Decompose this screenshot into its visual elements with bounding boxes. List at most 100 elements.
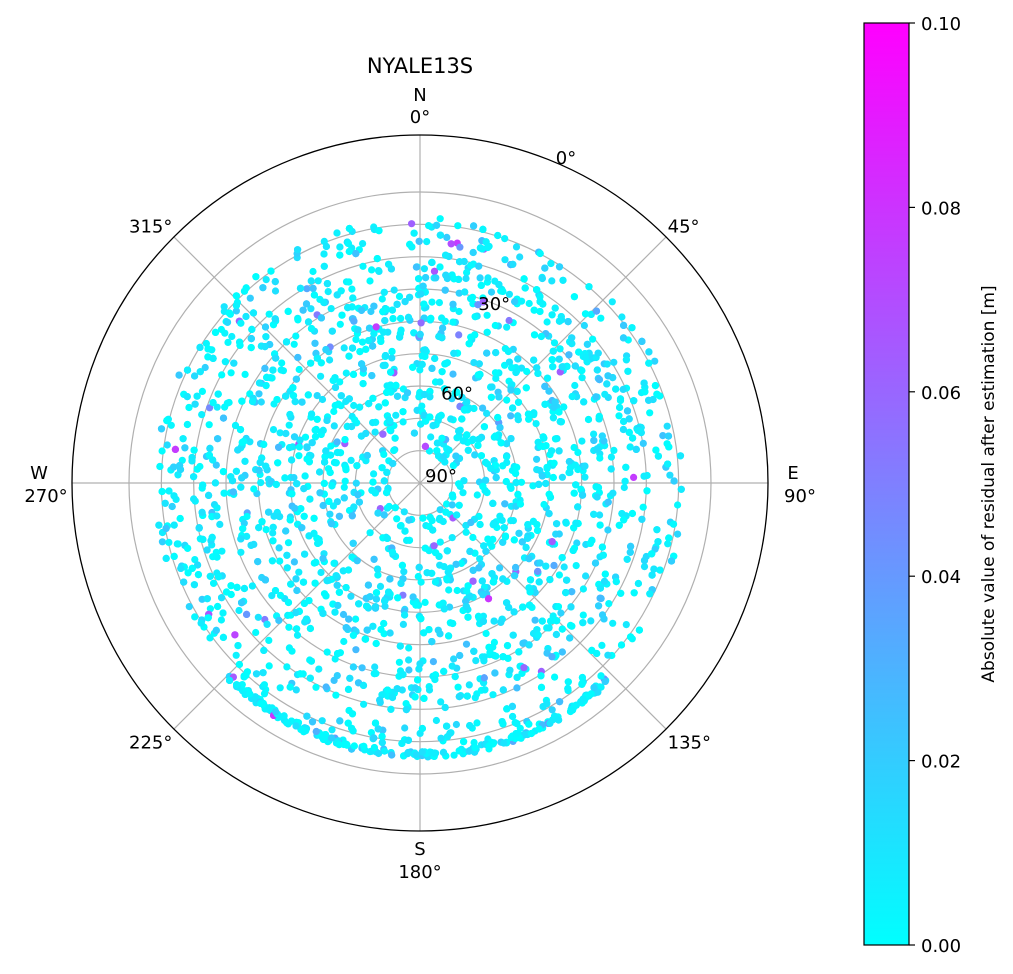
data-point: [358, 664, 366, 672]
data-point: [262, 526, 270, 534]
data-point: [213, 403, 221, 411]
data-point: [639, 503, 647, 511]
data-point: [330, 407, 338, 416]
data-point: [580, 398, 588, 406]
data-point: [579, 619, 587, 627]
data-point: [352, 479, 360, 487]
data-point: [305, 532, 313, 540]
data-point: [218, 547, 226, 555]
data-point: [227, 473, 235, 481]
data-point: [364, 337, 373, 345]
data-point: [567, 603, 575, 611]
elevation-tick-label: 60°: [441, 383, 473, 404]
data-point: [232, 301, 240, 310]
data-point: [331, 608, 339, 616]
data-point: [331, 383, 340, 391]
data-point: [276, 591, 285, 600]
data-point: [183, 420, 191, 429]
data-point: [311, 426, 319, 434]
data-point: [558, 554, 566, 562]
data-point: [515, 648, 523, 656]
data-point: [411, 684, 419, 692]
data-point: [237, 483, 245, 491]
data-point: [178, 456, 186, 464]
data-point: [571, 381, 579, 390]
data-point: [612, 578, 620, 586]
data-point: [503, 453, 511, 461]
data-point: [443, 500, 451, 508]
data-point: [220, 303, 228, 311]
data-point: [322, 447, 330, 455]
data-point: [525, 720, 533, 728]
data-point: [170, 521, 178, 529]
data-point: [285, 623, 293, 631]
data-point: [513, 720, 521, 728]
data-point: [491, 669, 499, 677]
colorbar-tick-label: 0.04: [921, 567, 961, 588]
data-point: [548, 356, 556, 364]
data-point: [378, 295, 386, 303]
data-point: [190, 473, 198, 481]
data-point: [213, 512, 221, 520]
data-point: [462, 528, 470, 536]
data-point: [533, 455, 541, 463]
data-point: [481, 686, 489, 694]
data-point: [558, 363, 566, 371]
data-point: [303, 712, 311, 720]
data-point: [176, 514, 184, 523]
data-point: [421, 598, 429, 607]
data-point: [195, 524, 203, 532]
data-point: [226, 676, 234, 685]
data-point: [492, 652, 500, 660]
data-point: [292, 722, 300, 730]
data-point: [659, 432, 667, 440]
data-point: [356, 403, 364, 411]
data-point: [269, 529, 277, 537]
data-point: [399, 671, 407, 679]
data-point: [476, 244, 484, 252]
data-point: [179, 435, 187, 443]
data-point: [487, 288, 496, 296]
data-point: [239, 525, 247, 533]
data-point: [533, 286, 541, 294]
data-point: [332, 459, 340, 467]
data-point: [542, 562, 550, 570]
data-point: [630, 589, 638, 597]
data-point: [196, 535, 204, 543]
data-point: [184, 544, 192, 552]
data-point: [534, 567, 542, 576]
data-point: [638, 515, 646, 523]
data-point: [548, 277, 556, 285]
data-point: [261, 364, 269, 372]
data-point: [667, 557, 676, 565]
data-point: [619, 425, 628, 434]
data-point: [645, 396, 653, 404]
data-point: [248, 325, 256, 333]
data-point: [352, 335, 360, 344]
data-point: [250, 485, 258, 493]
data-point: [557, 609, 565, 617]
data-point: [248, 397, 257, 406]
data-point: [492, 349, 500, 357]
data-point: [373, 565, 382, 573]
data-point: [379, 361, 387, 370]
data-point: [366, 593, 374, 601]
data-point: [578, 374, 586, 382]
data-point: [388, 306, 396, 314]
data-point: [390, 286, 398, 294]
data-point: [310, 291, 318, 299]
data-point: [320, 479, 328, 487]
data-point: [512, 243, 521, 251]
data-point: [397, 579, 405, 588]
data-point: [450, 655, 458, 663]
data-point: [196, 343, 204, 351]
data-point: [578, 491, 587, 499]
data-point: [507, 435, 515, 443]
data-point: [232, 467, 240, 475]
data-point: [598, 432, 606, 440]
data-point: [408, 243, 416, 251]
data-point: [348, 285, 356, 293]
data-point: [302, 300, 311, 308]
data-point: [360, 700, 368, 708]
data-point: [608, 298, 616, 306]
